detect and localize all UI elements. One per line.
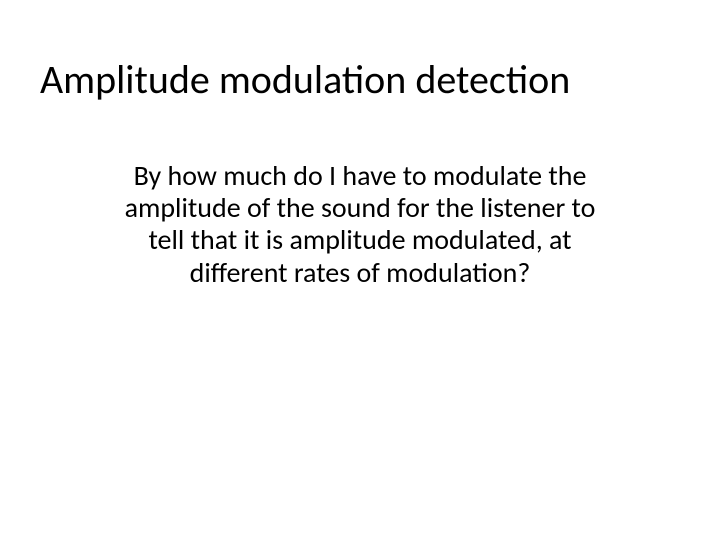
slide-body-text: By how much do I have to modulate the am… bbox=[110, 160, 610, 289]
slide: Amplitude modulation detection By how mu… bbox=[0, 0, 720, 540]
slide-title: Amplitude modulation detection bbox=[40, 58, 680, 102]
